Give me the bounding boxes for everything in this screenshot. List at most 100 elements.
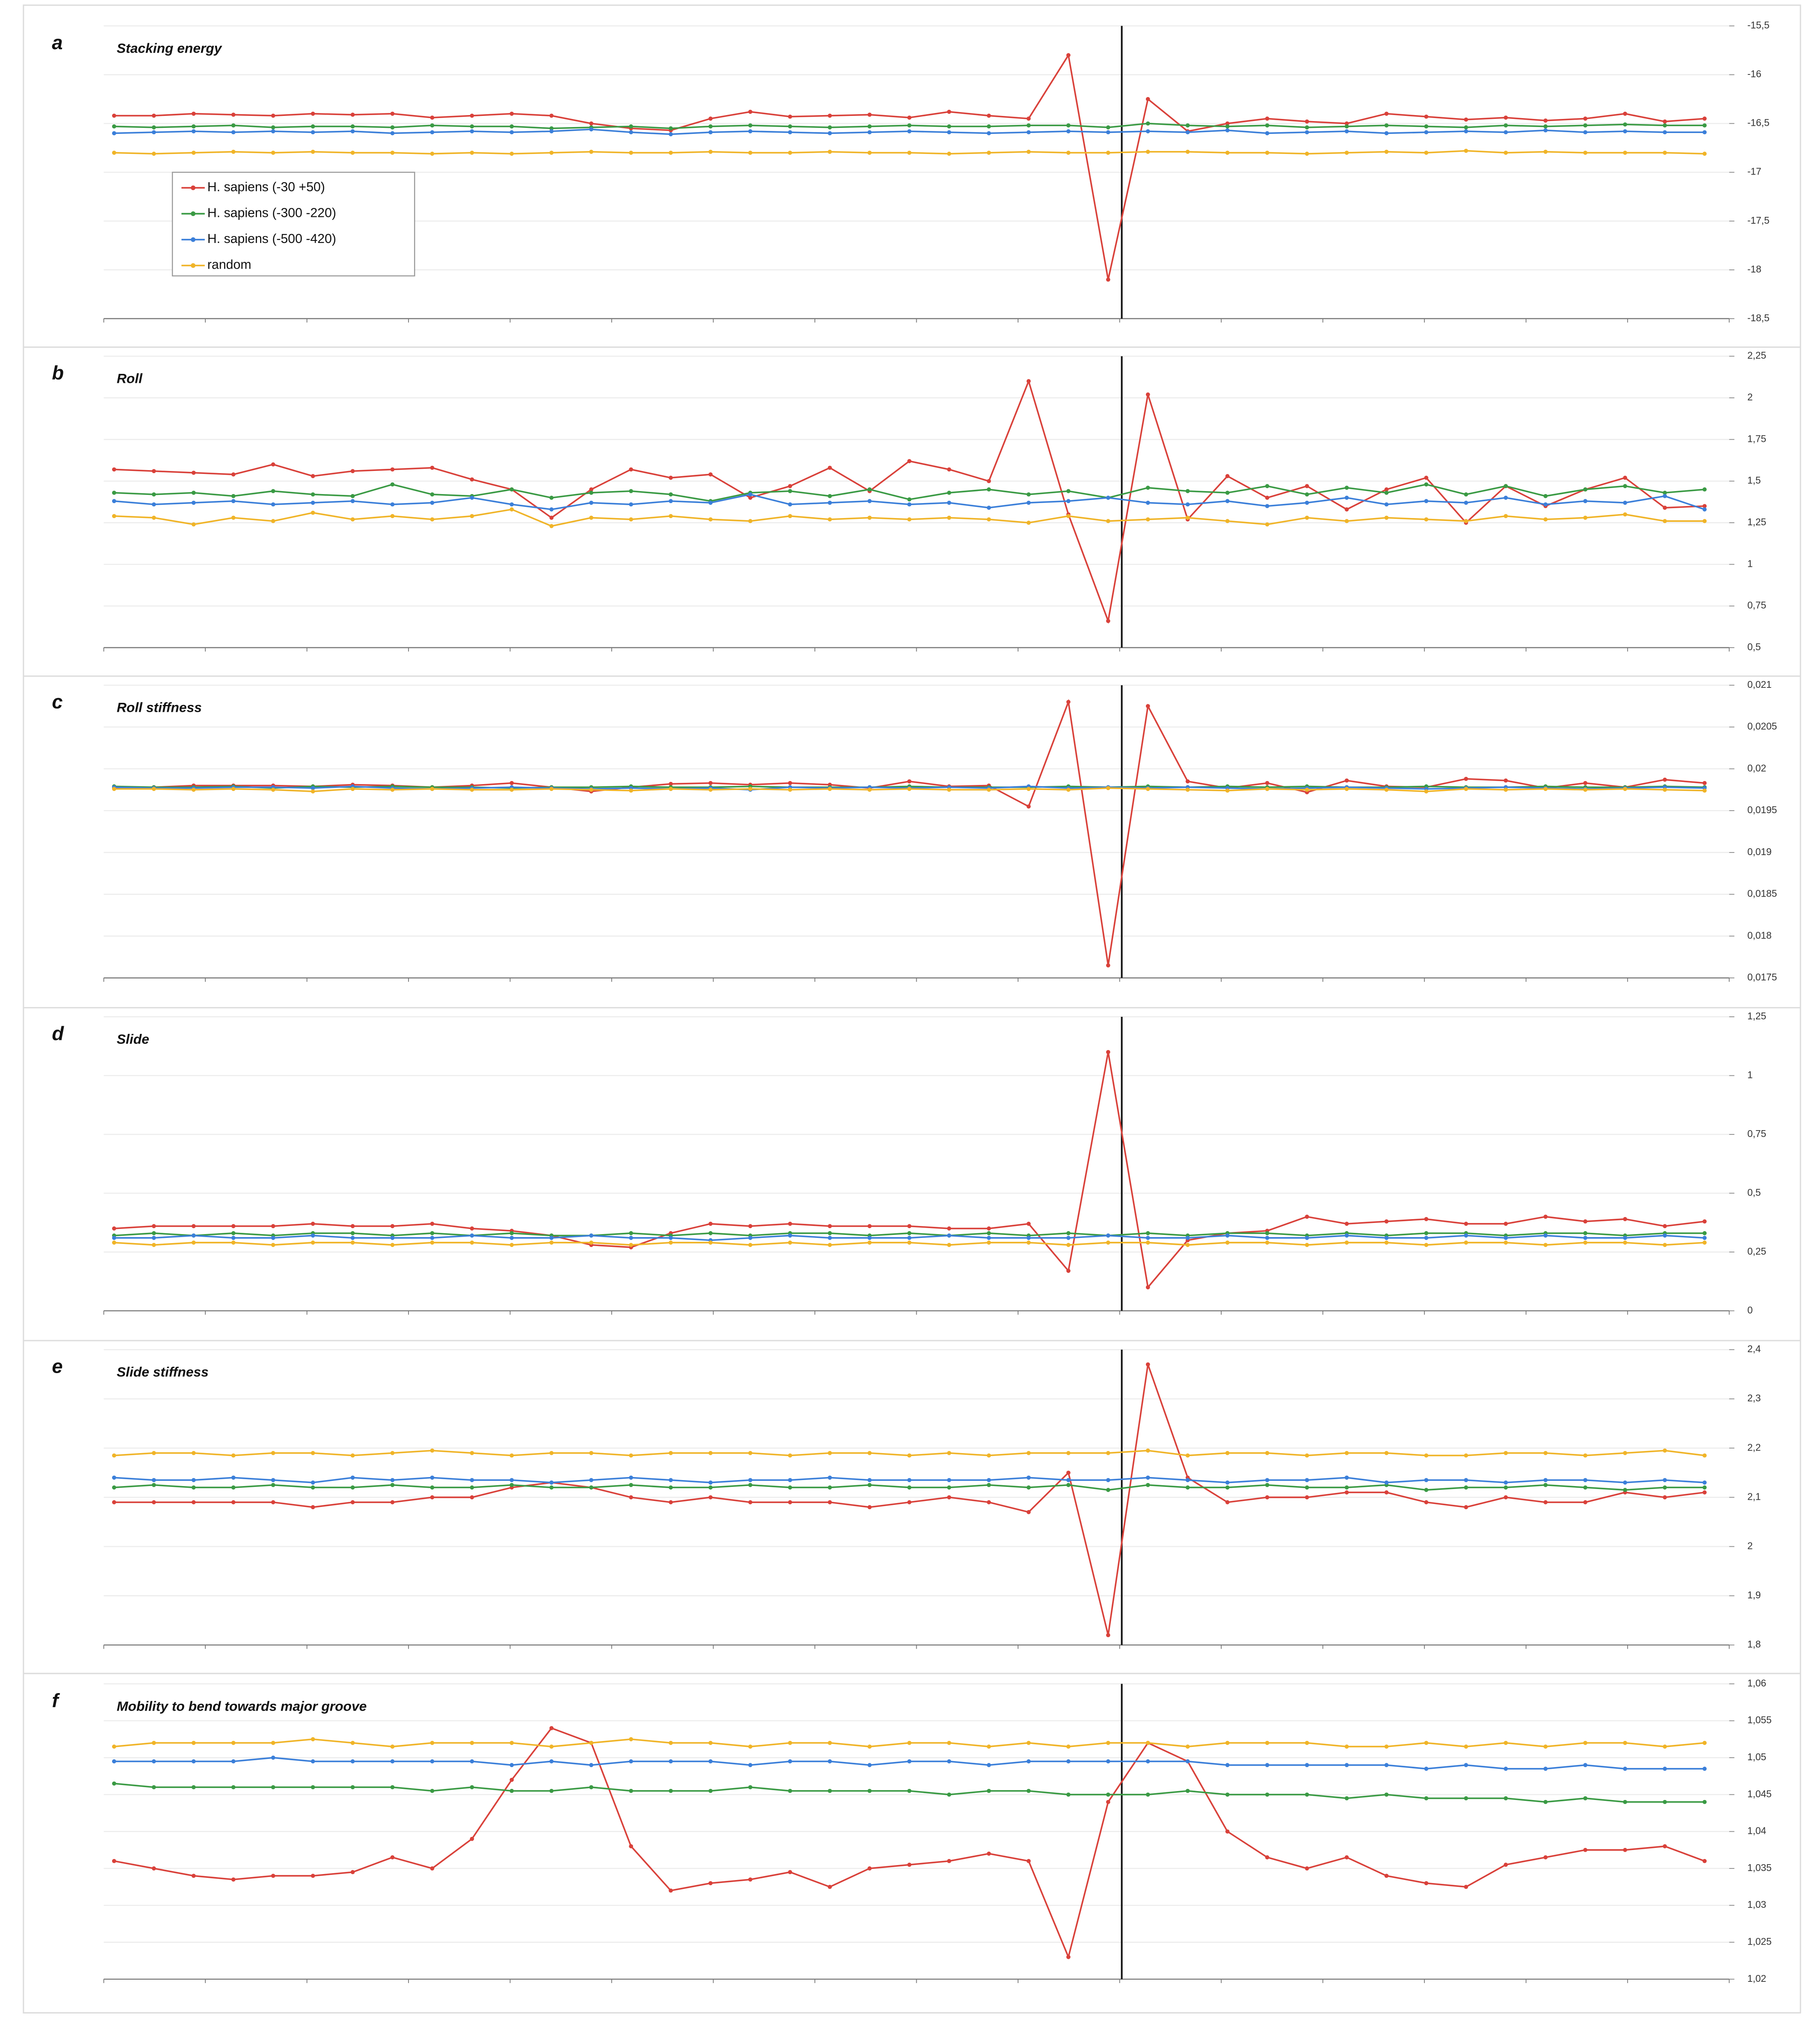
data-point	[509, 1788, 514, 1793]
data-point	[708, 472, 713, 477]
data-point	[629, 467, 633, 472]
data-point	[1623, 1480, 1628, 1485]
data-point	[549, 1759, 554, 1764]
data-point	[350, 1231, 355, 1235]
data-point	[549, 1485, 554, 1490]
data-point	[748, 1744, 752, 1749]
data-point	[1106, 151, 1110, 155]
data-point	[1106, 619, 1110, 623]
data-point	[1384, 788, 1389, 792]
data-point	[1265, 1478, 1270, 1482]
data-point	[828, 465, 832, 470]
data-point	[1464, 117, 1468, 122]
data-point	[1225, 1741, 1230, 1745]
data-point	[1663, 777, 1667, 782]
data-point	[1027, 521, 1031, 525]
data-point	[629, 124, 633, 129]
data-point	[430, 1448, 435, 1453]
data-point	[669, 492, 673, 497]
data-point	[1225, 1233, 1230, 1238]
data-point	[1027, 1859, 1031, 1863]
data-point	[1702, 130, 1707, 135]
data-point	[509, 788, 514, 792]
data-point	[191, 1500, 196, 1504]
data-point	[629, 1475, 633, 1480]
y-tick-label: 1,9	[1747, 1590, 1761, 1601]
data-point	[629, 1231, 633, 1235]
y-tick-label: 0,021	[1747, 679, 1772, 690]
data-point	[1305, 119, 1309, 124]
data-point	[350, 129, 355, 133]
data-point	[748, 123, 752, 128]
data-point	[112, 1241, 116, 1245]
data-point	[1543, 1767, 1548, 1771]
data-point	[867, 788, 872, 792]
data-point	[1583, 788, 1588, 792]
data-point	[947, 467, 951, 472]
panel-label: d	[52, 1022, 64, 1044]
data-point	[1663, 119, 1667, 124]
data-point	[1543, 1500, 1548, 1504]
data-point	[1344, 121, 1349, 126]
panel-title: Roll stiffness	[117, 700, 202, 715]
data-point	[390, 151, 395, 155]
data-point	[1663, 123, 1667, 128]
data-point	[1663, 1243, 1667, 1247]
data-point	[112, 1500, 116, 1504]
data-point	[470, 514, 474, 518]
data-point	[1583, 1848, 1588, 1852]
data-point	[1663, 130, 1667, 135]
data-point	[1663, 1485, 1667, 1490]
data-point	[1066, 1483, 1071, 1487]
y-tick-label: 0,75	[1747, 600, 1766, 611]
data-point	[1384, 123, 1389, 128]
legend-label: H. sapiens (-30 +50)	[207, 180, 325, 194]
data-point	[1305, 1243, 1309, 1247]
data-point	[1106, 786, 1110, 791]
data-point	[271, 1478, 275, 1482]
y-tick-label: -18,5	[1747, 312, 1770, 323]
data-point	[629, 502, 633, 507]
data-point	[1663, 1478, 1667, 1482]
data-point	[788, 1788, 792, 1793]
y-tick-label: 0,0185	[1747, 888, 1777, 899]
data-point	[1583, 130, 1588, 135]
data-point	[1503, 1767, 1508, 1771]
data-point	[509, 781, 514, 785]
data-point	[311, 1505, 315, 1510]
y-tick-label: 0,019	[1747, 846, 1772, 857]
data-point	[1543, 124, 1548, 129]
data-point	[390, 1478, 395, 1482]
data-point	[1464, 1796, 1468, 1800]
data-point	[1185, 1243, 1190, 1247]
data-point	[708, 1451, 713, 1455]
y-tick-label: 2,1	[1747, 1491, 1761, 1502]
data-point	[1424, 1217, 1429, 1221]
data-point	[1185, 515, 1190, 520]
data-point	[151, 1243, 156, 1247]
data-point	[1225, 124, 1230, 129]
data-point	[1623, 129, 1628, 133]
data-point	[669, 126, 673, 130]
data-point	[1464, 787, 1468, 791]
data-point	[907, 1862, 911, 1867]
data-point	[947, 1759, 951, 1764]
data-point	[1027, 1788, 1031, 1793]
data-point	[1623, 1217, 1628, 1221]
data-point	[669, 151, 673, 155]
data-point	[669, 1788, 673, 1793]
data-point	[1663, 151, 1667, 155]
data-point	[112, 1236, 116, 1240]
data-point	[1623, 1488, 1628, 1492]
data-point	[311, 1241, 315, 1245]
data-point	[231, 149, 236, 154]
data-point	[1503, 495, 1508, 500]
data-point	[430, 492, 435, 497]
y-tick-label: 1,02	[1747, 1973, 1766, 1984]
data-point	[1145, 1231, 1150, 1235]
data-point	[1583, 487, 1588, 491]
data-point	[1663, 1233, 1667, 1238]
data-point	[549, 787, 554, 791]
data-point	[1145, 149, 1150, 154]
data-point	[390, 131, 395, 136]
